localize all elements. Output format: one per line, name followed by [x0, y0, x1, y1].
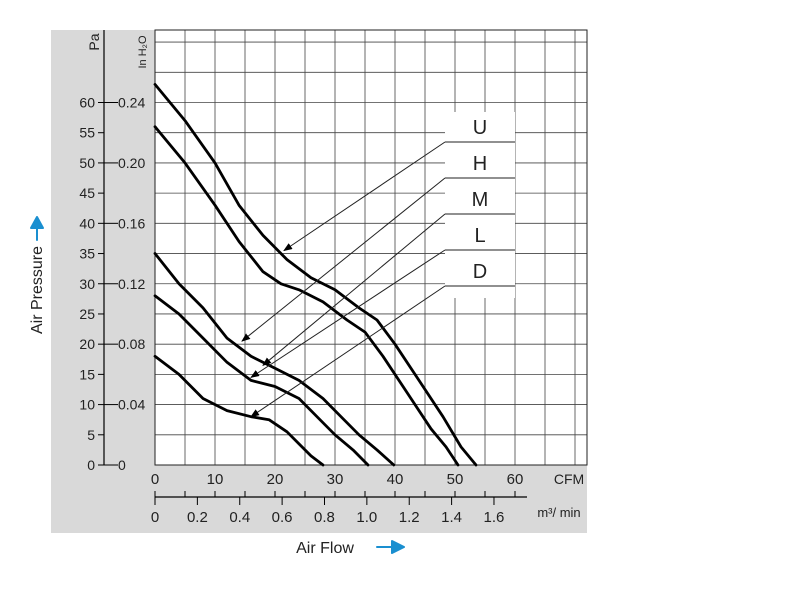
- x2-unit-label: m³/ min: [537, 505, 580, 520]
- series-line-l: [153, 294, 370, 467]
- y2-unit-label: In H₂O: [137, 35, 149, 68]
- series-line-d: [153, 354, 325, 467]
- leader-arrow-l: [250, 249, 446, 378]
- y-tick-label: 30: [79, 276, 95, 292]
- leader-arrow-d: [250, 285, 446, 418]
- x-tick-label: 50: [447, 471, 464, 488]
- x2-tick-label: 1.4: [441, 509, 462, 526]
- x2-tick-label: 1.6: [484, 509, 505, 526]
- x-axis-band: [104, 465, 587, 533]
- y-tick-label: 15: [79, 366, 95, 382]
- series-label-h: H: [473, 153, 487, 175]
- x-tick-label: 20: [267, 471, 284, 488]
- y2-tick-label: 0.20: [118, 155, 145, 171]
- y-tick-label: 35: [79, 246, 95, 262]
- y-tick-label: 60: [79, 95, 95, 111]
- y-tick-label: 0: [87, 457, 95, 473]
- y2-tick-label: 0: [118, 457, 126, 473]
- x2-tick-label: 0.4: [229, 509, 250, 526]
- x-tick-label: 0: [151, 471, 159, 488]
- series-label-d: D: [473, 261, 487, 283]
- x-tick-label: 40: [387, 471, 404, 488]
- leader-arrow-h: [241, 177, 446, 342]
- y2-tick-label: 0.04: [118, 397, 145, 413]
- x-unit-label: CFM: [554, 471, 584, 487]
- series-line-h: [153, 125, 460, 467]
- x2-tick-label: 1.2: [399, 509, 420, 526]
- x2-tick-label: 0.2: [187, 509, 208, 526]
- y-tick-label: 55: [79, 125, 95, 141]
- legend-box: [445, 112, 515, 298]
- x2-tick-label: 0.6: [272, 509, 293, 526]
- y2-tick-label: 0.16: [118, 215, 145, 231]
- x2-tick-label: 0: [151, 509, 159, 526]
- y-tick-label: 40: [79, 215, 95, 231]
- leader-arrow-u: [283, 141, 446, 252]
- y2-tick-label: 0.12: [118, 276, 145, 292]
- y-axis-title: Air Pressure: [29, 246, 46, 334]
- series-label-u: U: [473, 117, 487, 139]
- series-label-l: L: [474, 225, 485, 247]
- x2-tick-label: 1.0: [356, 509, 377, 526]
- y-unit-label: Pa: [86, 33, 102, 50]
- y-tick-label: 50: [79, 155, 95, 171]
- x-axis-title: Air Flow: [296, 540, 354, 557]
- y-tick-label: 45: [79, 185, 95, 201]
- y-tick-label: 25: [79, 306, 95, 322]
- x-tick-label: 10: [207, 471, 224, 488]
- plot-frame: [154, 29, 588, 466]
- y-tick-label: 10: [79, 397, 95, 413]
- x-tick-label: 30: [327, 471, 344, 488]
- series-label-m: M: [472, 189, 489, 211]
- plot-area: [155, 30, 587, 465]
- y2-tick-label: 0.24: [118, 95, 145, 111]
- y2-tick-label: 0.08: [118, 336, 145, 352]
- x-tick-label: 60: [507, 471, 524, 488]
- y-tick-label: 20: [79, 336, 95, 352]
- series-line-u: [153, 83, 478, 467]
- leader-arrow-m: [262, 213, 446, 366]
- y-axis-band: [51, 30, 155, 533]
- y-tick-label: 5: [87, 427, 95, 443]
- x-axis-arrow-icon: [376, 540, 405, 554]
- series-line-m: [153, 252, 396, 467]
- x2-tick-label: 0.8: [314, 509, 335, 526]
- y-axis-arrow-icon: [30, 216, 44, 241]
